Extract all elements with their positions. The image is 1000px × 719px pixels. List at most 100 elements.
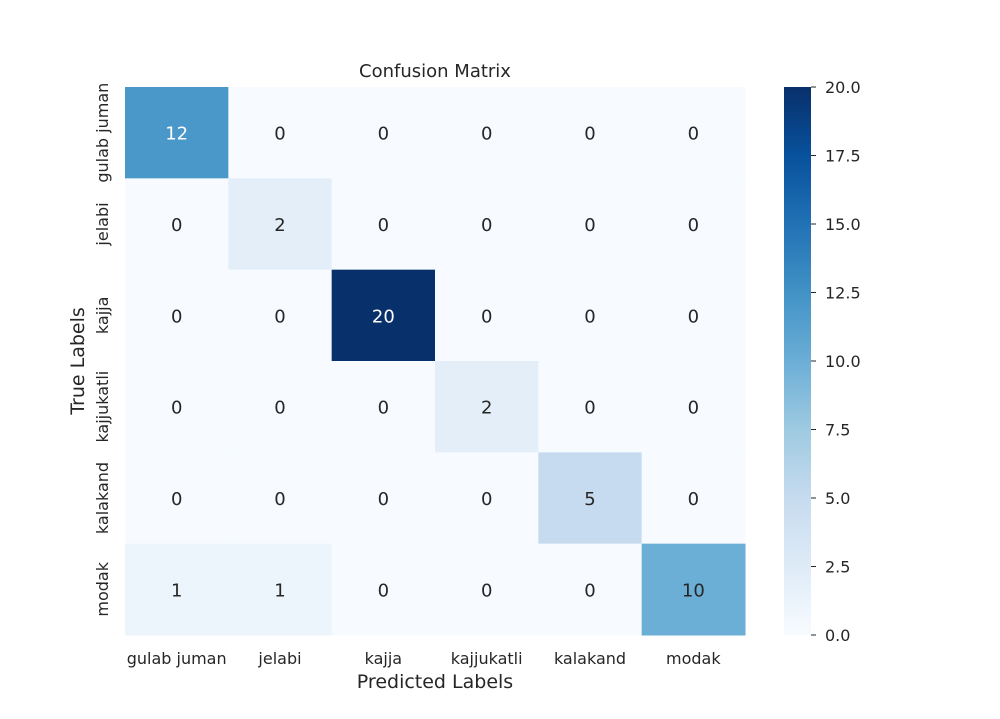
x-tick-label: jelabi [257,649,301,668]
y-tick-label: kajja [93,297,112,334]
chart-title: Confusion Matrix [359,61,511,82]
y-tick-label: modak [93,561,112,616]
cell-value-label: 0 [481,124,492,145]
heatmap-cell [228,269,333,362]
heatmap-cell [641,87,746,179]
cell-value-label: 0 [171,398,182,419]
cell-value-label: 0 [688,489,699,510]
heatmap-cell-labels: 12 0 0 0 0 00 2 0 0 0 00 0 20 0 0 00 0 0 2 0 00 0 0 0 5 01 1 0 0 0 10 [165,124,705,602]
heatmap-cell [538,543,643,636]
heatmap-cell [125,269,229,362]
cell-value-label: 0 [688,124,699,145]
heatmap-cell [331,543,436,636]
heatmap-cell [641,452,746,545]
x-tick-label: kalakand [554,649,626,668]
colorbar-tick-label: 0.0 [825,626,850,645]
colorbar-tick-label: 15.0 [825,215,861,234]
cell-value-label: 1 [171,580,182,601]
heatmap-cell [125,361,229,453]
heatmap-cell [331,361,436,453]
colorbar-tick-label: 10.0 [825,352,861,371]
cell-value-label: 5 [584,489,595,510]
heatmap-cell [538,178,643,271]
colorbar-tick-label: 7.5 [825,421,850,440]
cell-value-label: 0 [481,580,492,601]
heatmap-cell [538,87,643,179]
heatmap-cell [435,178,539,271]
x-tick-labels: gulab juman jelabi kajja kajjukatli kalakand… [127,649,722,668]
heatmap-cell [228,361,333,453]
y-tick-label: kalakand [93,462,112,534]
heatmap-cell [435,87,539,179]
cell-value-label: 0 [378,580,389,601]
heatmap-cell [641,361,746,453]
cell-value-label: 12 [165,124,188,145]
cell-value-label: 0 [481,306,492,327]
colorbar-tick-label: 20.0 [825,78,861,97]
heatmap-cell [228,178,333,271]
heatmap-cell [435,269,539,362]
heatmap-cell [331,452,436,545]
cell-value-label: 0 [584,306,595,327]
heatmap-cell [641,178,746,271]
heatmap-cell [435,543,539,636]
heatmap-cell [641,269,746,362]
x-axis-label: Predicted Labels [357,671,513,693]
cell-value-label: 0 [171,489,182,510]
cell-value-label: 0 [274,124,285,145]
colorbar-tick-label: 2.5 [825,558,850,577]
cell-value-label: 0 [481,489,492,510]
cell-value-label: 0 [378,124,389,145]
y-tick-label: gulab juman [93,83,112,183]
heatmap-cell [538,361,643,453]
cell-value-label: 0 [171,306,182,327]
cell-value-label: 2 [481,398,492,419]
colorbar-tick-label: 12.5 [825,284,861,303]
cell-value-label: 10 [682,580,705,601]
heatmap-cell [125,178,229,271]
heatmap-cell [641,543,746,636]
cell-value-label: 0 [274,398,285,419]
heatmap-cell [228,543,333,636]
heatmap-cell [538,269,643,362]
cell-value-label: 0 [378,398,389,419]
y-axis-label: True Labels [67,307,89,416]
cell-value-label: 2 [274,215,285,236]
heatmap-cell [331,269,436,362]
heatmap-cell [125,543,229,636]
heatmap-cell [228,452,333,545]
heatmap-cells [125,87,746,636]
heatmap-cell [228,87,333,179]
cell-value-label: 0 [584,398,595,419]
heatmap-cell [125,87,229,179]
heatmap-cell [331,87,436,179]
heatmap-cell [435,361,539,453]
heatmap-cell [125,452,229,545]
cell-value-label: 0 [481,215,492,236]
x-tick-label: kajjukatli [451,649,523,668]
heatmap-cell [435,452,539,545]
y-tick-labels: gulab juman jelabi kajja kajjukatli kalakand… [93,83,112,617]
x-tick-label: modak [666,649,721,668]
cell-value-label: 0 [688,215,699,236]
cell-value-label: 0 [378,215,389,236]
colorbar [784,87,811,635]
y-tick-label: jelabi [93,202,112,246]
cell-value-label: 0 [584,580,595,601]
cell-value-label: 0 [688,398,699,419]
cell-value-label: 0 [274,489,285,510]
y-tick-label: kajjukatli [93,371,112,443]
cell-value-label: 20 [372,306,395,327]
colorbar-ticks: 0.0 2.5 5.0 7.5 10.0 12.5 15.0 17.5 20.0 [811,78,861,645]
cell-value-label: 0 [584,124,595,145]
cell-value-label: 0 [584,215,595,236]
colorbar-tick-label: 17.5 [825,147,861,166]
colorbar-tick-label: 5.0 [825,489,850,508]
cell-value-label: 1 [274,580,285,601]
cell-value-label: 0 [688,306,699,327]
cell-value-label: 0 [171,215,182,236]
x-tick-label: gulab juman [127,649,227,668]
cell-value-label: 0 [378,489,389,510]
